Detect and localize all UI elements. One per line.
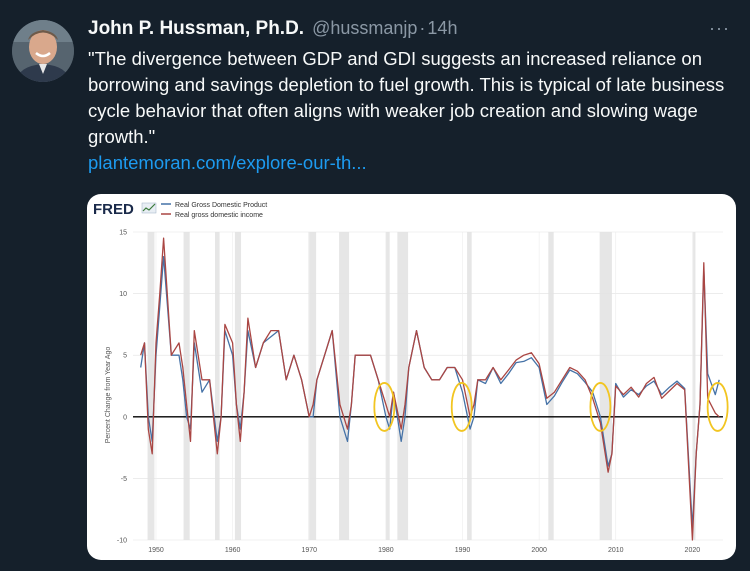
tweet-text: "The divergence between GDP and GDI sugg… bbox=[88, 48, 725, 147]
y-tick-label: -5 bbox=[121, 476, 127, 483]
x-tick-label: 1970 bbox=[301, 547, 317, 554]
highlight-circle bbox=[589, 382, 612, 432]
separator-dot: · bbox=[419, 18, 426, 38]
tweet-header: John P. Hussman, Ph.D. @hussmanjp · 14h bbox=[88, 18, 730, 44]
x-tick-label: 2010 bbox=[608, 547, 624, 554]
x-tick-label: 2000 bbox=[531, 547, 547, 554]
timestamp[interactable]: 14h bbox=[427, 18, 458, 38]
chart-image[interactable]: FRED Real Gross Domestic Product Real gr… bbox=[87, 194, 736, 560]
recession-bar bbox=[693, 232, 696, 540]
legend-gdi: Real gross domestic income bbox=[175, 212, 263, 219]
tweet-body: "The divergence between GDP and GDI sugg… bbox=[88, 46, 733, 176]
highlight-circle bbox=[706, 382, 729, 432]
x-tick-label: 2020 bbox=[685, 547, 701, 554]
x-tick-label: 1990 bbox=[455, 547, 471, 554]
avatar[interactable] bbox=[12, 20, 74, 82]
y-tick-label: 15 bbox=[119, 230, 127, 237]
recession-bar bbox=[548, 232, 554, 540]
y-tick-label: 5 bbox=[123, 353, 127, 360]
recession-bar bbox=[397, 232, 409, 540]
y-tick-label: 0 bbox=[123, 414, 127, 421]
y-axis-label: Percent Change from Year Ago bbox=[105, 347, 112, 444]
recession-bar bbox=[234, 232, 242, 540]
x-tick-label: 1980 bbox=[378, 547, 394, 554]
highlight-circle bbox=[450, 382, 473, 432]
x-tick-label: 1950 bbox=[148, 547, 164, 554]
legend-gdp: Real Gross Domestic Product bbox=[175, 202, 267, 209]
recession-bar bbox=[385, 232, 390, 540]
y-tick-label: -10 bbox=[117, 538, 127, 545]
more-options-icon[interactable]: ··· bbox=[709, 18, 730, 38]
highlight-circle bbox=[373, 382, 396, 432]
y-tick-label: 10 bbox=[119, 291, 127, 298]
author-handle[interactable]: @hussmanjp bbox=[312, 18, 418, 38]
tweet-link[interactable]: plantemoran.com/explore-our-th... bbox=[88, 152, 367, 173]
recession-bar bbox=[147, 232, 155, 540]
recession-bar bbox=[467, 232, 472, 540]
author-name[interactable]: John P. Hussman, Ph.D. bbox=[88, 18, 305, 39]
fred-logo-mark bbox=[141, 202, 157, 214]
recession-bar bbox=[183, 232, 190, 540]
recession-bar bbox=[308, 232, 317, 540]
profile-photo bbox=[12, 20, 74, 82]
fred-chart: FRED Real Gross Domestic Product Real gr… bbox=[93, 201, 729, 554]
recession-bar bbox=[214, 232, 220, 540]
x-tick-label: 1960 bbox=[225, 547, 241, 554]
recession-bar bbox=[339, 232, 350, 540]
series-line-gdi bbox=[140, 237, 720, 541]
fred-logo: FRED bbox=[93, 201, 134, 218]
plot-area bbox=[133, 232, 723, 540]
